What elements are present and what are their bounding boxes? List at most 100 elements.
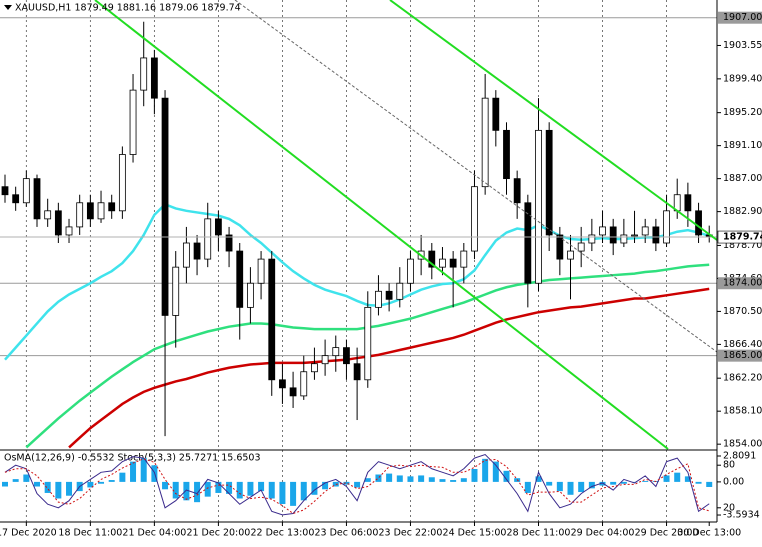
osma-bar [290,481,297,506]
osma-bar [386,473,393,482]
osma-bar [556,481,563,492]
candle-body [129,89,137,155]
y-tick-label: 1887.00 [723,173,762,184]
y-tick-label: 1882.90 [723,206,762,217]
candle-body [300,371,308,397]
osma-bar [215,481,222,493]
osma-bar [119,472,126,482]
candle-body [247,282,254,308]
candle-body [343,347,350,365]
candle-body [44,210,52,220]
candle-body [353,363,361,381]
x-tick-label: 30 Dec 13:00 [677,528,741,539]
candle-body [22,178,30,204]
candle-body [108,202,116,212]
candle-body [12,194,20,204]
candle-body [545,129,553,236]
candle-body [439,258,446,268]
plot-area [0,0,717,522]
candle-body [449,258,457,268]
candle-body [236,250,244,308]
y-tick-label: 1858.10 [723,406,762,417]
x-tick-label: 29 Dec 04:00 [571,528,635,539]
y-tick-label: 1866.40 [723,339,762,350]
x-tick-label: 28 Dec 11:00 [507,528,571,539]
candle-body [556,234,564,260]
osma-bar [524,481,531,493]
candle-body [524,202,532,284]
candle-body [684,194,692,212]
osma-bar [23,474,30,482]
y-tick-label: -3.5934 [723,510,760,521]
osma-bar [130,461,137,482]
candle-body [396,282,404,300]
x-tick-label: 21 Dec 04:00 [122,528,186,539]
y-tick-label: 1870.50 [723,306,762,317]
osma-bar [332,481,339,487]
level-label-box [718,11,762,24]
level-label-box [718,277,762,290]
y-tick-label: 1899.40 [723,73,762,84]
candle-body [364,306,372,381]
osma-bar [642,480,649,482]
osma-bar [439,479,446,482]
osma-bar [450,480,457,482]
osma-bar [599,481,606,486]
osma-bar [204,481,211,497]
osma-bar [140,457,147,482]
candle-body [492,97,500,131]
level-label-box [718,349,762,362]
osma-bar [236,481,243,499]
chart-title: XAUUSD,H1 1879.49 1881.16 1879.06 1879.7… [15,3,241,14]
osma-bar [279,481,286,505]
osma-bar [194,481,201,503]
candle-body [641,226,649,236]
osma-bar [407,476,414,482]
y2-tick-label: 80 [723,460,735,471]
candle-body [161,97,169,316]
osma-bar [66,481,73,496]
level-label: 1865.00 [723,350,762,361]
candle-body [503,129,510,180]
osma-bar [610,481,617,485]
candle-body [332,347,340,357]
candle-body [279,379,286,389]
moving-average [68,287,710,449]
osma-bar [268,481,275,499]
x-tick-label: 22 Dec 13:00 [250,528,314,539]
osma-bar [482,458,489,482]
candle-body [695,210,702,236]
x-tick-label: 18 Dec 11:00 [58,528,122,539]
channel-line [389,0,718,241]
x-tick-label: 23 Dec 06:00 [314,528,378,539]
level-label: 1874.00 [723,278,762,289]
candle-body [577,242,585,252]
osma-bar [567,481,574,495]
candle-body [118,154,126,212]
osma-bar [172,481,179,499]
symbol-menu-icon[interactable] [4,5,12,10]
osma-bar [300,481,307,501]
y-tick-label: 1891.10 [723,140,762,151]
osma-bar [247,481,254,496]
y-tick-label: 1854.00 [723,439,762,450]
candle-body [535,129,542,284]
osma-bar [44,481,51,493]
y-tick-label: 2.8091 [723,450,756,461]
candle-body [76,202,84,228]
x-tick-label: 23 Dec 22:00 [379,528,443,539]
trend-line [234,0,718,353]
level-label: 1907.00 [723,12,762,23]
x-tick-label: 21 Dec 20:00 [186,528,250,539]
candle-body [609,226,617,244]
x-tick-label: 17 Dec 2020 [0,528,57,539]
candle-body [182,242,190,268]
osma-bar [375,474,382,482]
osma-bar [87,481,94,488]
osma-bar [55,481,62,499]
candle-body [652,226,660,244]
candle-body [321,355,329,365]
